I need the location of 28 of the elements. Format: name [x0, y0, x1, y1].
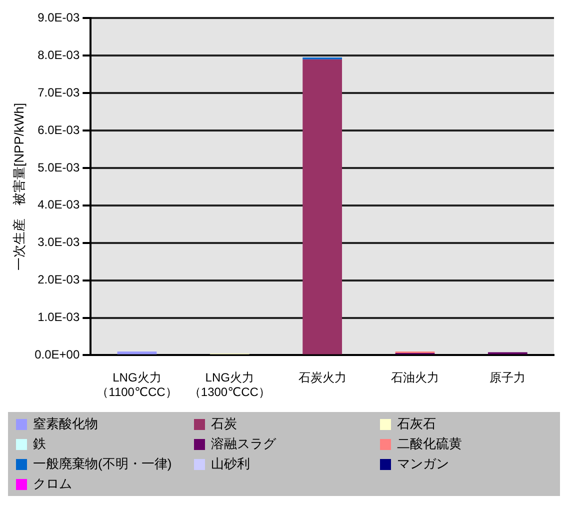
y-tick-label: 4.0E-03	[38, 198, 80, 212]
y-tick-label: 0.0E+00	[34, 348, 80, 362]
y-tick-label: 7.0E-03	[38, 85, 80, 100]
x-tick-label: 石炭火力	[298, 370, 346, 385]
legend-label: クロム	[33, 475, 72, 493]
legend-label: 一般廃棄物(不明・一律)	[33, 455, 172, 473]
legend-label: 溶融スラグ	[211, 435, 276, 453]
y-axis-title: 一次生産 被害量[NPP/kWh]	[11, 102, 26, 270]
bar	[302, 59, 342, 354]
x-tick-label: LNG火力（1100℃CC）	[96, 370, 178, 400]
legend-label: 二酸化硫黄	[397, 435, 462, 453]
legend-label: マンガン	[397, 455, 449, 473]
legend-label: 鉄	[33, 435, 46, 453]
y-tick-label: 1.0E-03	[38, 310, 80, 324]
x-tick-label: 石油火力	[390, 370, 439, 385]
legend-label: 石灰石	[397, 415, 436, 433]
y-tick-label: 9.0E-03	[38, 10, 80, 25]
y-tick-label: 5.0E-03	[38, 160, 80, 174]
legend-label: 石炭	[211, 415, 237, 433]
legend-label: 山砂利	[211, 455, 250, 473]
x-tick-label: 原子力	[490, 370, 526, 385]
y-tick-label: 8.0E-03	[38, 48, 80, 62]
y-tick-label: 3.0E-03	[38, 235, 80, 250]
x-tick-label: LNG火力（1300℃CC）	[188, 370, 270, 400]
y-tick-label: 6.0E-03	[38, 122, 80, 137]
bar	[117, 351, 157, 354]
y-tick-label: 2.0E-03	[38, 272, 80, 287]
legend-label: 窒素酸化物	[33, 415, 98, 433]
